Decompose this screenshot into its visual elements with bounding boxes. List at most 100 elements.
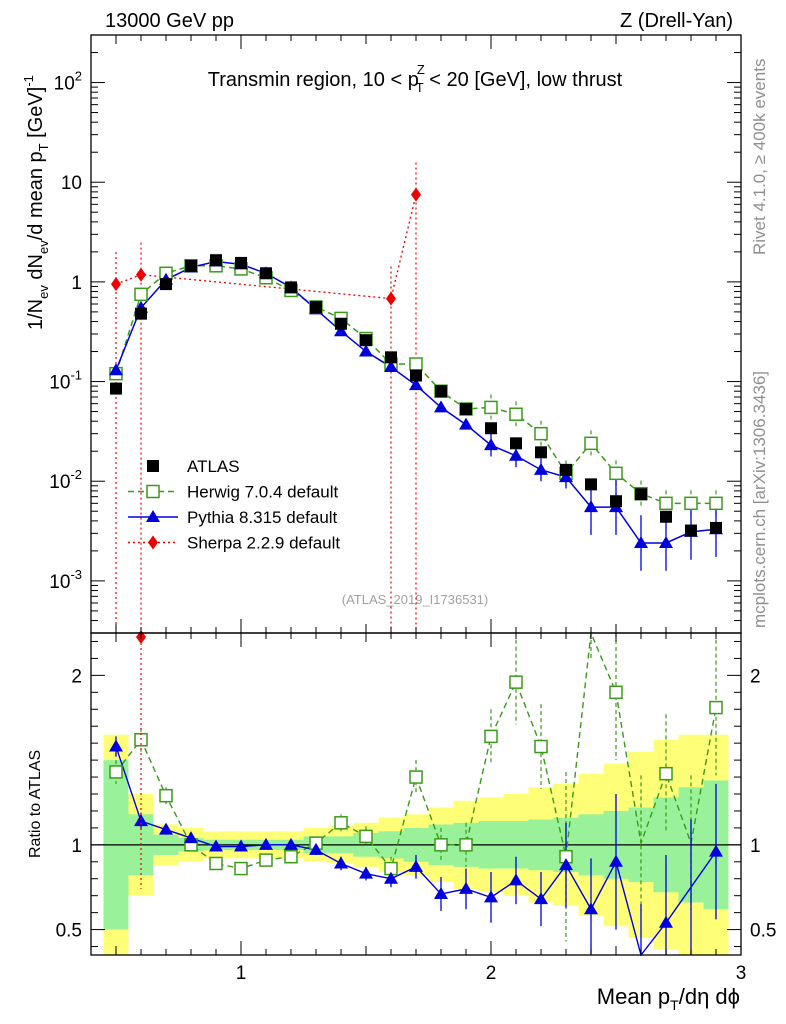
legend-label: Pythia 8.315 default bbox=[187, 508, 338, 527]
pythia-point bbox=[509, 448, 523, 461]
pythia-point bbox=[584, 500, 598, 513]
herwig-ratio-point bbox=[434, 838, 448, 852]
herwig-ratio-point bbox=[609, 685, 623, 700]
pythia-ratio-point bbox=[309, 842, 323, 855]
legend-label: ATLAS bbox=[187, 457, 240, 476]
legend-marker bbox=[146, 484, 160, 499]
sherpa-point bbox=[411, 187, 421, 202]
pythia-ratio-point bbox=[559, 858, 573, 871]
pythia-point bbox=[109, 363, 123, 376]
energy-label: 13000 GeV pp bbox=[105, 10, 234, 32]
herwig-ratio-point bbox=[509, 675, 523, 689]
pythia-ratio-point bbox=[109, 739, 123, 752]
herwig-point bbox=[534, 426, 548, 441]
herwig-point bbox=[709, 496, 723, 511]
atlas-point bbox=[185, 259, 197, 272]
x-tick-label: 1 bbox=[236, 963, 247, 984]
atlas-point bbox=[410, 369, 422, 382]
herwig-ratio-point bbox=[409, 770, 423, 784]
herwig-ratio-point bbox=[459, 838, 473, 852]
pythia-ratio-point bbox=[259, 837, 273, 850]
legend-label: Herwig 7.0.4 default bbox=[187, 483, 338, 502]
herwig-ratio-point bbox=[484, 729, 498, 744]
x-tick-label: 3 bbox=[736, 963, 747, 984]
atlas-point bbox=[610, 495, 622, 508]
pythia-ratio-point bbox=[284, 837, 298, 850]
pythia-ratio-point bbox=[334, 856, 348, 869]
atlas-point bbox=[460, 403, 472, 416]
atlas-point bbox=[385, 351, 397, 364]
y-tick-label: 1 bbox=[71, 273, 82, 294]
x-tick-label: 2 bbox=[486, 963, 497, 984]
pythia-ratio-point bbox=[359, 866, 373, 879]
y-axis-label: 1/Nev dNev/d mean pT [GeV]-1 bbox=[21, 75, 51, 330]
pythia-ratio-point bbox=[384, 871, 398, 884]
herwig-point bbox=[684, 496, 698, 511]
pythia-ratio-point bbox=[709, 844, 723, 857]
legend-marker bbox=[146, 510, 160, 522]
y-tick-label: 10 bbox=[61, 173, 82, 194]
atlas-point bbox=[560, 463, 572, 476]
pythia-point bbox=[559, 470, 573, 483]
atlas-point bbox=[660, 510, 672, 523]
legend-marker bbox=[147, 460, 159, 472]
herwig-point bbox=[409, 357, 423, 371]
atlas-point bbox=[235, 256, 247, 269]
atlas-point bbox=[710, 521, 722, 534]
pythia-ratio-point bbox=[484, 890, 498, 903]
y-tick-label: 10-1 bbox=[49, 368, 82, 394]
sherpa-point bbox=[136, 267, 146, 282]
x-axis-label: Mean pT/dη dϕ bbox=[597, 984, 740, 1013]
atlas-point bbox=[360, 334, 372, 347]
pythia-point bbox=[484, 438, 498, 451]
pythia-point bbox=[459, 417, 473, 430]
herwig-ratio-point bbox=[359, 829, 373, 844]
process-label: Z (Drell-Yan) bbox=[620, 10, 733, 32]
pythia-ratio-point bbox=[209, 839, 223, 852]
y-tick-label: 10-2 bbox=[49, 467, 82, 493]
ratio-y-tick-label-right: 1 bbox=[750, 836, 761, 857]
y-tick-label: 102 bbox=[54, 69, 82, 95]
pythia-ratio-point bbox=[434, 886, 448, 899]
pythia-ratio-point bbox=[134, 814, 148, 827]
herwig-point bbox=[584, 436, 598, 451]
herwig-ratio-point bbox=[259, 853, 273, 867]
atlas-point bbox=[335, 317, 347, 330]
atlas-point bbox=[585, 478, 597, 491]
pythia-point bbox=[334, 324, 348, 337]
ratio-y-tick-label-right: 0.5 bbox=[750, 921, 776, 942]
atlas-point bbox=[135, 307, 147, 320]
ratio-y-tick-label-left: 1 bbox=[71, 836, 82, 857]
pythia-ratio-point bbox=[459, 881, 473, 894]
atlas-point bbox=[285, 281, 297, 294]
legend-label: Sherpa 2.2.9 default bbox=[187, 534, 340, 553]
atlas-point bbox=[210, 254, 222, 267]
sherpa-line bbox=[115, 194, 417, 300]
y-tick-label: 10-3 bbox=[49, 567, 82, 593]
plot-title: Transmin region, 10 < pZ T < 20 [GeV], lo… bbox=[208, 62, 623, 95]
pythia-point bbox=[434, 400, 448, 413]
ratio-y-tick-label-right: 2 bbox=[750, 666, 761, 687]
pythia-point bbox=[534, 462, 548, 475]
atlas-point bbox=[160, 278, 172, 291]
pythia-point bbox=[409, 378, 423, 391]
pythia-point bbox=[659, 535, 673, 548]
reference-label: (ATLAS_2019_I1736531) bbox=[342, 592, 488, 607]
ratio-y-tick-label-left: 2 bbox=[71, 666, 82, 687]
herwig-ratio-point bbox=[534, 739, 548, 754]
atlas-point bbox=[535, 446, 547, 459]
pythia-ratio-point bbox=[659, 915, 673, 928]
atlas-point bbox=[485, 422, 497, 435]
pythia-point bbox=[359, 344, 373, 357]
pythia-ratio-point bbox=[584, 902, 598, 915]
herwig-ratio-point bbox=[234, 861, 248, 876]
pythia-ratio-point bbox=[159, 822, 173, 835]
herwig-ratio-point bbox=[209, 856, 223, 871]
pythia-ratio-point bbox=[409, 859, 423, 872]
atlas-point bbox=[435, 385, 447, 398]
herwig-point bbox=[609, 466, 623, 481]
ratio-y-axis-label: Ratio to ATLAS bbox=[27, 750, 44, 858]
herwig-point bbox=[509, 407, 523, 421]
pythia-point bbox=[384, 359, 398, 372]
